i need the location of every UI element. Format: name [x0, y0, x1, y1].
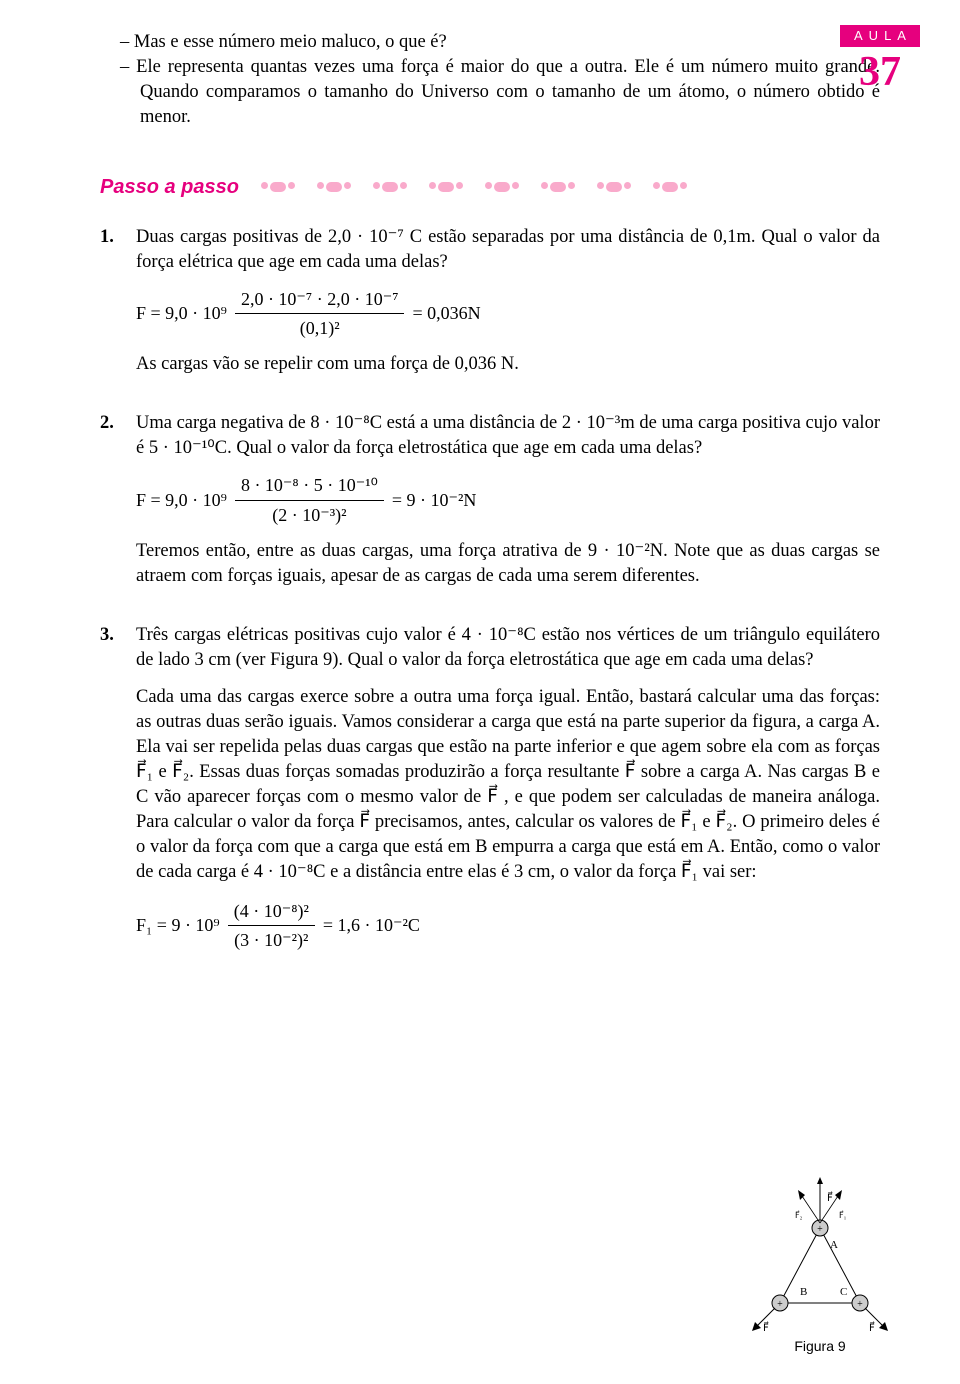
- fraction-numerator: 2,0 · 10⁻⁷ · 2,0 · 10⁻⁷: [235, 287, 405, 314]
- problem-3-explanation: Cada uma das cargas exerce sobre a outra…: [136, 685, 880, 885]
- decorative-dots: [259, 182, 880, 192]
- problem-3: 3. Três cargas elétricas positivas cujo …: [100, 623, 880, 673]
- problem-1-formula: F = 9,0 · 10⁹ 2,0 · 10⁻⁷ · 2,0 · 10⁻⁷ (0…: [136, 287, 880, 341]
- svg-text:F⃗: F⃗: [869, 1321, 875, 1333]
- fraction-denominator: (3 · 10⁻²)²: [228, 926, 315, 952]
- problem-1-text: Duas cargas positivas de 2,0 · 10⁻⁷ C es…: [136, 225, 880, 275]
- fraction-denominator: (2 · 10⁻³)²: [235, 501, 384, 527]
- svg-text:A: A: [830, 1239, 838, 1251]
- aula-badge: AULA 37: [840, 25, 920, 93]
- figure-caption: Figura 9: [740, 1337, 900, 1356]
- svg-text:+: +: [857, 1299, 863, 1310]
- problem-3-text: Três cargas elétricas positivas cujo val…: [136, 623, 880, 673]
- problem-2: 2. Uma carga negativa de 8 · 10⁻⁸C está …: [100, 411, 880, 461]
- formula-rhs: = 0,036N: [412, 301, 480, 325]
- aula-label: AULA: [840, 25, 920, 47]
- formula-lhs: F = 9,0 · 10⁹: [136, 488, 227, 512]
- svg-text:+: +: [817, 1224, 823, 1235]
- figure-9: + + + A B C F⃗ F⃗₁ F⃗₂ F⃗ F⃗ Figura 9: [740, 1173, 900, 1356]
- problem-number: 3.: [100, 623, 136, 673]
- problem-2-conclusion: Teremos então, entre as duas cargas, uma…: [136, 539, 880, 589]
- fraction-numerator: 8 · 10⁻⁸ · 5 · 10⁻¹⁰: [235, 473, 384, 500]
- dialogue-line-1: – Mas e esse número meio maluco, o que é…: [140, 30, 880, 55]
- fraction: 2,0 · 10⁻⁷ · 2,0 · 10⁻⁷ (0,1)²: [235, 287, 405, 341]
- fraction-denominator: (0,1)²: [235, 314, 405, 340]
- formula-rhs: = 9 · 10⁻²N: [392, 488, 477, 512]
- problem-2-text: Uma carga negativa de 8 · 10⁻⁸C está a u…: [136, 411, 880, 461]
- svg-text:+: +: [777, 1299, 783, 1310]
- problem-1: 1. Duas cargas positivas de 2,0 · 10⁻⁷ C…: [100, 225, 880, 275]
- svg-text:F⃗₁: F⃗₁: [839, 1210, 847, 1220]
- fraction-numerator: (4 · 10⁻⁸)²: [228, 899, 315, 926]
- formula-rhs: = 1,6 · 10⁻²C: [323, 913, 420, 937]
- problem-3-formula: F₁ = 9 · 10⁹ (4 · 10⁻⁸)² (3 · 10⁻²)² = 1…: [136, 899, 880, 953]
- fraction: (4 · 10⁻⁸)² (3 · 10⁻²)²: [228, 899, 315, 953]
- svg-text:B: B: [800, 1286, 807, 1298]
- aula-number: 37: [840, 51, 920, 93]
- fraction: 8 · 10⁻⁸ · 5 · 10⁻¹⁰ (2 · 10⁻³)²: [235, 473, 384, 527]
- svg-text:F⃗₂: F⃗₂: [795, 1210, 803, 1220]
- section-title: Passo a passo: [100, 174, 239, 201]
- problem-1-conclusion: As cargas vão se repelir com uma força d…: [136, 352, 880, 377]
- problem-2-formula: F = 9,0 · 10⁹ 8 · 10⁻⁸ · 5 · 10⁻¹⁰ (2 · …: [136, 473, 880, 527]
- section-header: Passo a passo: [100, 174, 880, 201]
- triangle-diagram: + + + A B C F⃗ F⃗₁ F⃗₂ F⃗ F⃗: [745, 1173, 895, 1333]
- dialogue-line-2: – Ele representa quantas vezes uma força…: [140, 55, 880, 130]
- problem-number: 2.: [100, 411, 136, 461]
- formula-lhs: F = 9,0 · 10⁹: [136, 301, 227, 325]
- svg-text:F⃗: F⃗: [827, 1191, 833, 1204]
- formula-lhs: F₁ = 9 · 10⁹: [136, 913, 220, 937]
- problem-number: 1.: [100, 225, 136, 275]
- svg-text:F⃗: F⃗: [763, 1321, 769, 1333]
- svg-text:C: C: [840, 1286, 847, 1298]
